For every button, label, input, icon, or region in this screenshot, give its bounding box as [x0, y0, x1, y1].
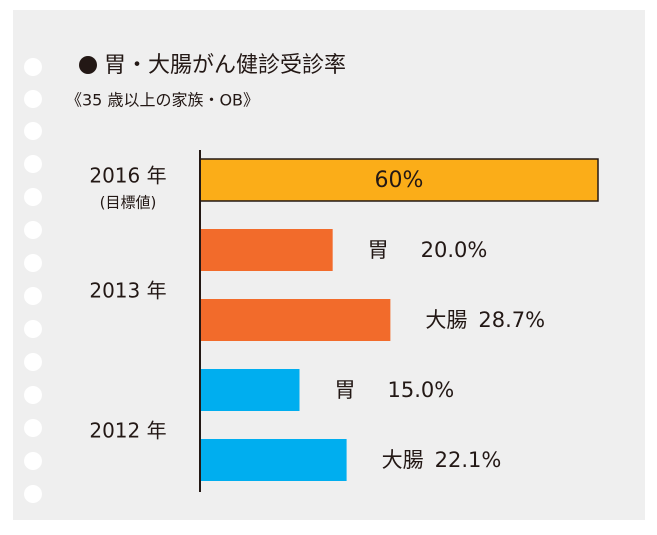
bar: [199, 158, 599, 202]
group-note: (目標値): [100, 194, 157, 212]
bar-name: 大腸: [382, 448, 424, 472]
data-label: 22.1%: [435, 448, 502, 472]
bar: [200, 439, 347, 481]
title-bullet: [79, 56, 97, 74]
bar: [200, 299, 391, 341]
data-label: 15.0%: [388, 378, 455, 402]
data-label: 20.0%: [421, 238, 488, 262]
group-label: 2016 年: [89, 164, 166, 188]
chart-subtitle: 《35 歳以上の家族・OB》: [66, 91, 259, 110]
bar: [200, 369, 300, 411]
bar-name: 胃: [368, 238, 389, 262]
group-label: 2013 年: [89, 279, 166, 303]
bar-name: 大腸: [425, 308, 467, 332]
bar: [200, 229, 333, 271]
chart-title: 胃・大腸がん健診受診率: [104, 53, 346, 78]
data-label: 60%: [375, 168, 424, 193]
bar-name: 胃: [335, 378, 356, 402]
group-label: 2012 年: [89, 419, 166, 443]
punch-holes: [24, 58, 42, 503]
data-label: 28.7%: [478, 308, 545, 332]
